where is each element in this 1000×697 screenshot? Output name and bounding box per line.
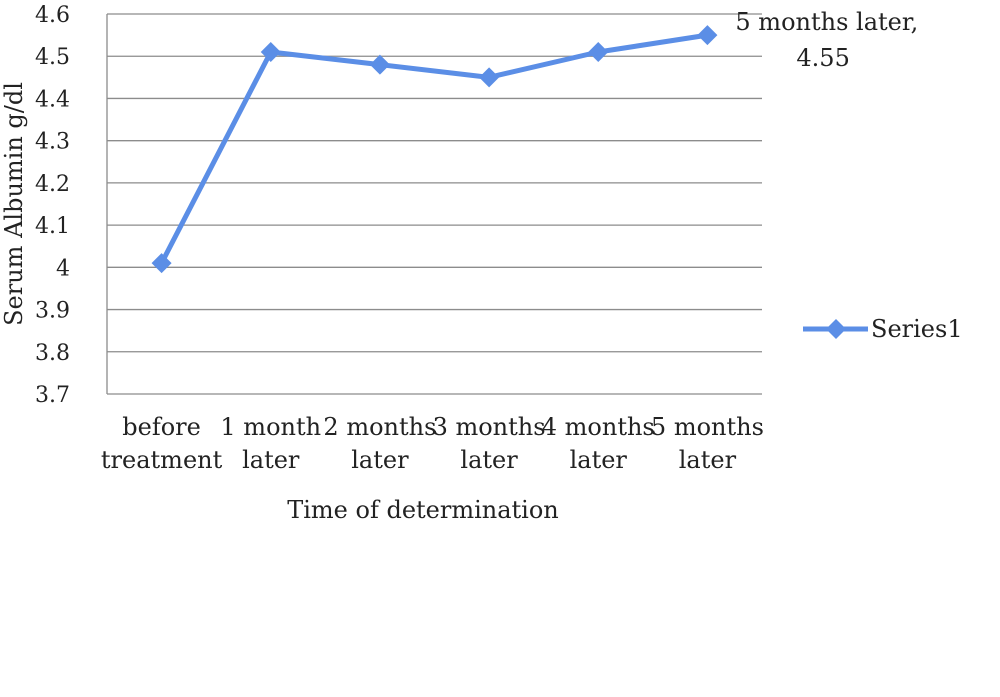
legend-label-series1: Series1 <box>871 315 963 343</box>
x-tick-label-line: later <box>242 446 300 474</box>
data-point-marker <box>697 25 718 46</box>
x-tick-label-line: later <box>679 446 737 474</box>
y-tick-label: 4.1 <box>35 214 70 239</box>
x-category-label: 2 months later <box>323 413 436 474</box>
data-point-marker <box>369 54 390 75</box>
x-tick-label-line: later <box>351 446 409 474</box>
series-line <box>159 32 708 265</box>
y-tick-label: 4 <box>56 256 70 281</box>
y-tick-label: 3.9 <box>35 299 70 324</box>
data-label-line: 5 months later, <box>735 8 918 36</box>
x-category-label: 4 months later <box>542 413 655 474</box>
legend-diamond-icon <box>826 319 846 339</box>
x-tick-label-line: 2 months <box>323 413 436 441</box>
x-tick-label-line: 1 month <box>220 413 321 441</box>
y-tick-label: 4.3 <box>35 130 70 155</box>
data-point-marker <box>479 67 500 88</box>
data-label-annotation: 5 months later, 4.55 <box>735 8 918 72</box>
x-category-label: 1 month later <box>220 413 321 474</box>
x-tick-label-line: 5 months <box>651 413 764 441</box>
x-axis-categories: before treatment 1 month later 2 months later… <box>101 413 764 474</box>
y-tick-label: 4.2 <box>35 172 70 197</box>
x-tick-label-line: 4 months <box>542 413 655 441</box>
x-tick-label-line: later <box>570 446 628 474</box>
data-point-marker <box>260 42 281 62</box>
y-tick-label: 4.6 <box>35 3 70 28</box>
legend: Series1 <box>803 315 963 343</box>
x-tick-label-line: treatment <box>101 446 223 474</box>
data-label-line: 4.55 <box>796 44 849 72</box>
y-tick-label: 3.8 <box>35 341 70 366</box>
x-tick-label-line: 3 months <box>433 413 546 441</box>
y-tick-label: 3.7 <box>35 383 70 408</box>
y-tick-label: 4.5 <box>35 45 70 70</box>
y-tick-label: 4.4 <box>35 87 70 112</box>
gridlines <box>107 13 762 395</box>
x-tick-label-line: later <box>460 446 518 474</box>
data-point-marker <box>151 253 172 274</box>
x-category-label: 5 months later <box>651 413 764 474</box>
x-tick-label-line: before <box>122 413 201 441</box>
x-category-label: 3 months later <box>433 413 546 474</box>
y-axis-ticks: 3.7 3.8 3.9 4 4.1 4.2 4.3 4.4 4.5 4.6 <box>35 3 70 408</box>
y-axis-title: Serum Albumin g/dl <box>0 82 28 326</box>
data-point-marker <box>588 42 609 62</box>
series-group <box>151 25 718 274</box>
x-category-label: before treatment <box>101 413 223 474</box>
x-axis-title: Time of determination <box>287 496 559 524</box>
